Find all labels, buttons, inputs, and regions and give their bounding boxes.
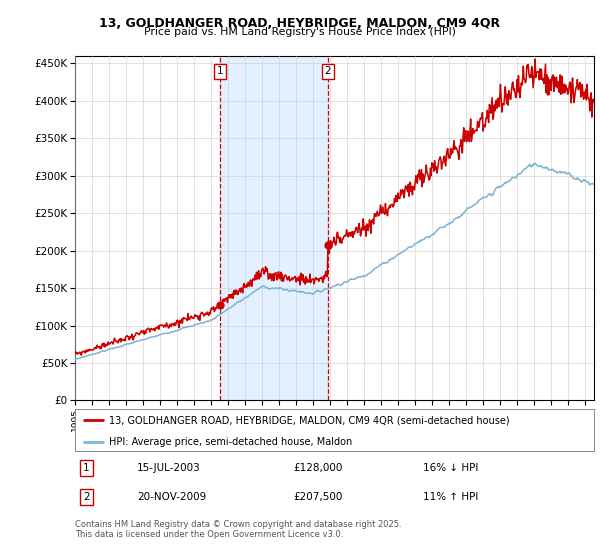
Text: HPI: Average price, semi-detached house, Maldon: HPI: Average price, semi-detached house,… [109,437,352,446]
Text: 2: 2 [325,67,331,77]
Text: £207,500: £207,500 [293,492,343,502]
Text: 2: 2 [83,492,90,502]
Text: 1: 1 [83,463,90,473]
Bar [220,56,328,400]
Text: Contains HM Land Registry data © Crown copyright and database right 2025.
This d: Contains HM Land Registry data © Crown c… [75,520,401,539]
Text: 20-NOV-2009: 20-NOV-2009 [137,492,206,502]
Text: 11% ↑ HPI: 11% ↑ HPI [423,492,478,502]
Text: 16% ↓ HPI: 16% ↓ HPI [423,463,478,473]
Text: 15-JUL-2003: 15-JUL-2003 [137,463,201,473]
Text: £128,000: £128,000 [293,463,343,473]
Text: Price paid vs. HM Land Registry's House Price Index (HPI): Price paid vs. HM Land Registry's House … [144,27,456,37]
Text: 13, GOLDHANGER ROAD, HEYBRIDGE, MALDON, CM9 4QR: 13, GOLDHANGER ROAD, HEYBRIDGE, MALDON, … [100,17,500,30]
Text: 13, GOLDHANGER ROAD, HEYBRIDGE, MALDON, CM9 4QR (semi-detached house): 13, GOLDHANGER ROAD, HEYBRIDGE, MALDON, … [109,415,509,425]
Text: 1: 1 [217,67,224,77]
